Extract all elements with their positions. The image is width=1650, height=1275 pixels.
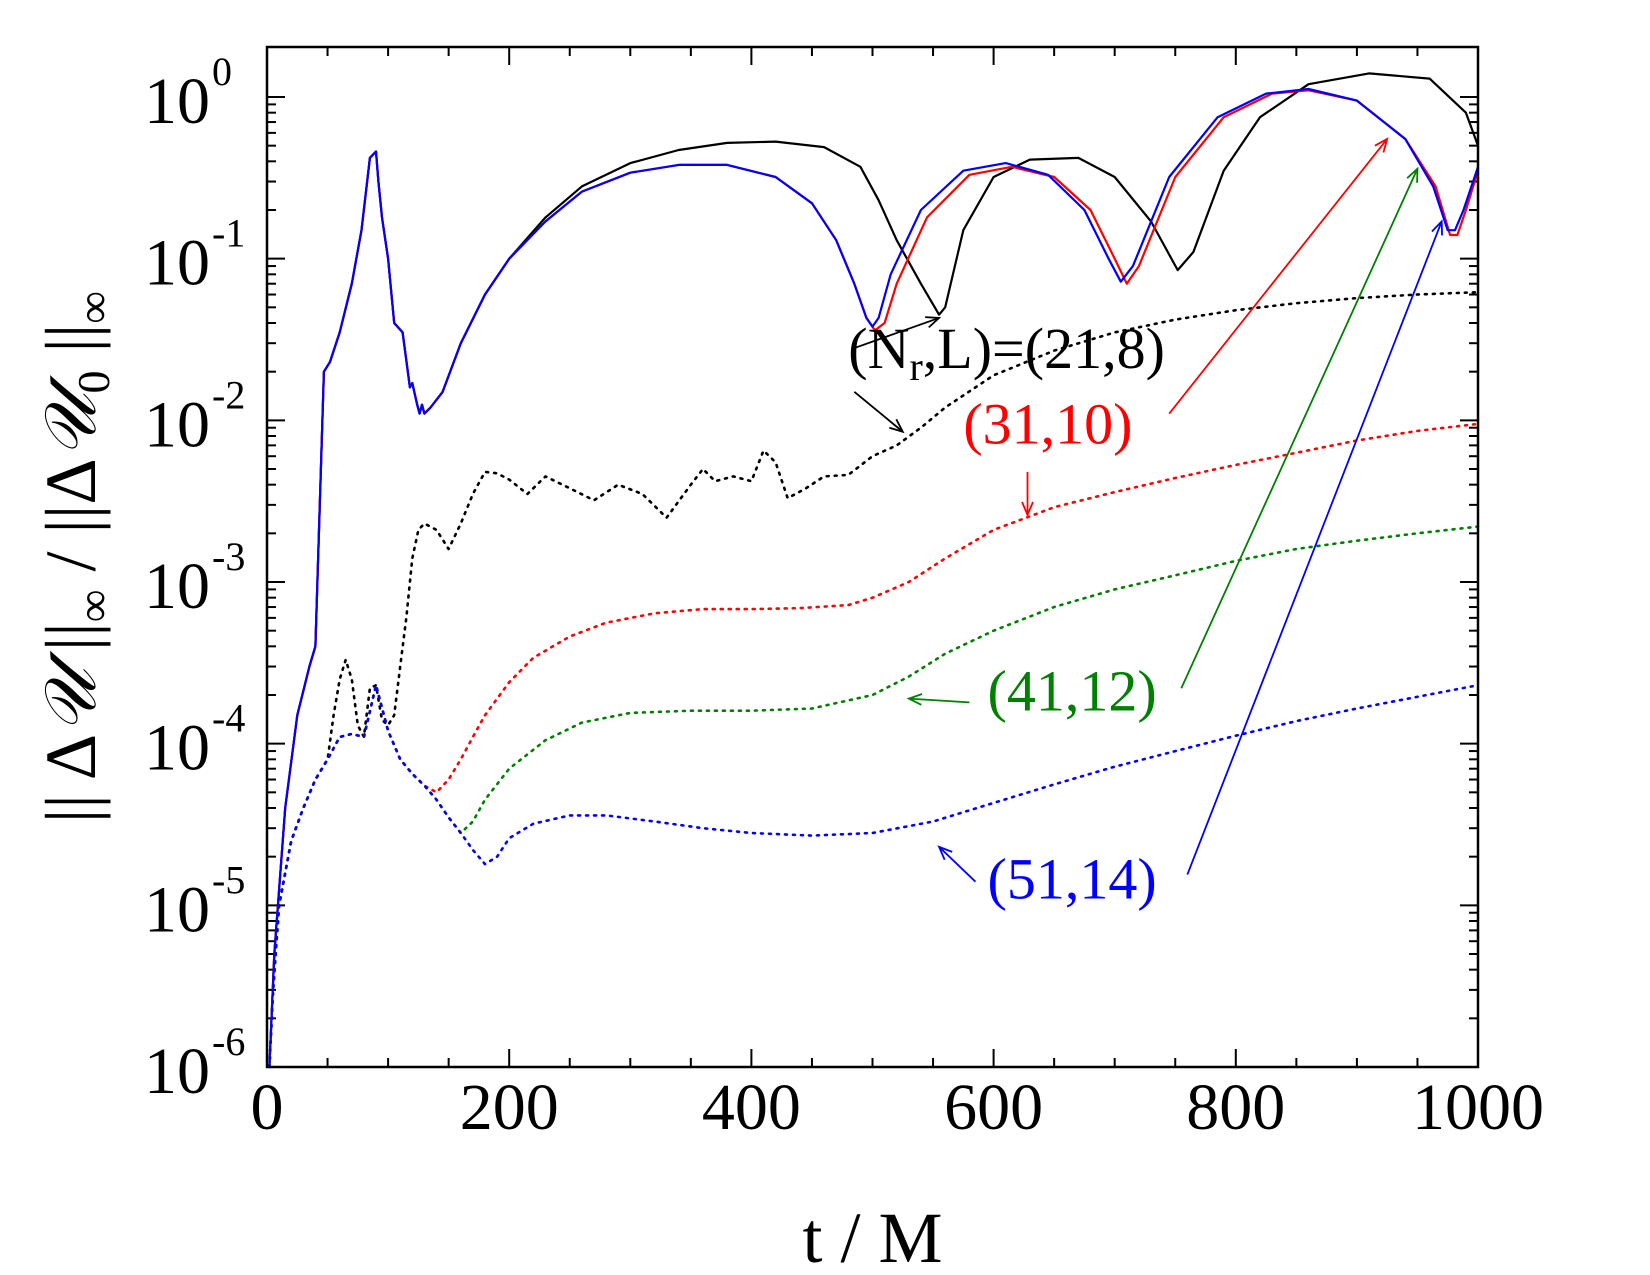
annotation-arrow <box>853 391 904 433</box>
y-tick-exponent: -6 <box>212 1019 245 1064</box>
series-line-solid-1 <box>268 89 1480 1068</box>
series-layer <box>268 72 1480 1069</box>
y-tick-exponent: -1 <box>212 211 245 256</box>
annotation-label: (31,10) <box>963 391 1132 456</box>
annotation-arrowhead <box>889 418 905 434</box>
x-tick-label: 0 <box>251 1071 284 1144</box>
annotation-arrow <box>1180 168 1419 689</box>
series-line-dotted-3 <box>268 290 1480 1069</box>
annotation-label: (51,14) <box>988 847 1157 912</box>
y-tick-exponent: -5 <box>212 857 245 902</box>
annotation-arrow <box>1168 138 1388 415</box>
x-tick-label: 400 <box>702 1071 801 1144</box>
x-tick-label: 600 <box>944 1071 1043 1144</box>
x-axis-title: t / M <box>802 1198 942 1275</box>
series-line-dotted-6 <box>268 683 1480 1069</box>
y-tick-label: 10 <box>144 1035 210 1108</box>
series-line-dotted-5 <box>268 525 1480 1069</box>
annotation-arrowhead <box>1431 219 1443 236</box>
series-line-solid-0 <box>268 72 1480 1068</box>
x-tick-labels: 0 200 400 600 800 1000 <box>251 1071 1545 1144</box>
axis-ticks <box>266 47 1479 1068</box>
y-tick-label: 10 <box>144 712 210 785</box>
y-tick-exponent: 0 <box>212 49 232 94</box>
annotation-arrow <box>1186 221 1443 875</box>
y-tick-label: 10 <box>144 550 210 623</box>
y-tick-label: 10 <box>144 873 210 946</box>
annotation-arrowhead <box>1374 137 1389 153</box>
x-tick-label: 800 <box>1186 1071 1285 1144</box>
series-line-dotted-4 <box>268 422 1480 1069</box>
annotation-arrowhead <box>906 693 923 706</box>
annotation-arrowhead <box>925 316 942 329</box>
annotation-arrowhead <box>937 845 953 861</box>
annotation-arrowhead <box>1021 501 1034 518</box>
series-line-solid-2 <box>268 87 1480 1068</box>
annotations-layer: (Nr,L)=(21,8)(31,10) (41,12) (51,14) <box>848 137 1443 912</box>
x-tick-label: 1000 <box>1412 1071 1544 1144</box>
y-tick-label: 10 <box>144 65 210 138</box>
y-tick-label: 10 <box>144 388 210 461</box>
y-tick-exponent: -2 <box>212 372 245 417</box>
x-tick-label: 200 <box>460 1071 559 1144</box>
annotation-arrow <box>908 697 970 704</box>
y-tick-label: 10 <box>144 227 210 300</box>
annotation-label: (Nr,L)=(21,8) <box>848 316 1165 389</box>
y-tick-exponent: -4 <box>212 696 245 741</box>
plot-frame <box>265 45 1480 1069</box>
annotation-label: (41,12) <box>988 659 1157 724</box>
annotation-arrowhead <box>1406 166 1419 183</box>
annotation-arrow <box>854 317 940 349</box>
annotation-arrow <box>938 846 977 883</box>
y-axis-title: || Δ𝒰 ||∞ / ||Δ𝒰0 ||∞ <box>31 291 119 823</box>
y-tick-exponent: -3 <box>212 534 245 579</box>
